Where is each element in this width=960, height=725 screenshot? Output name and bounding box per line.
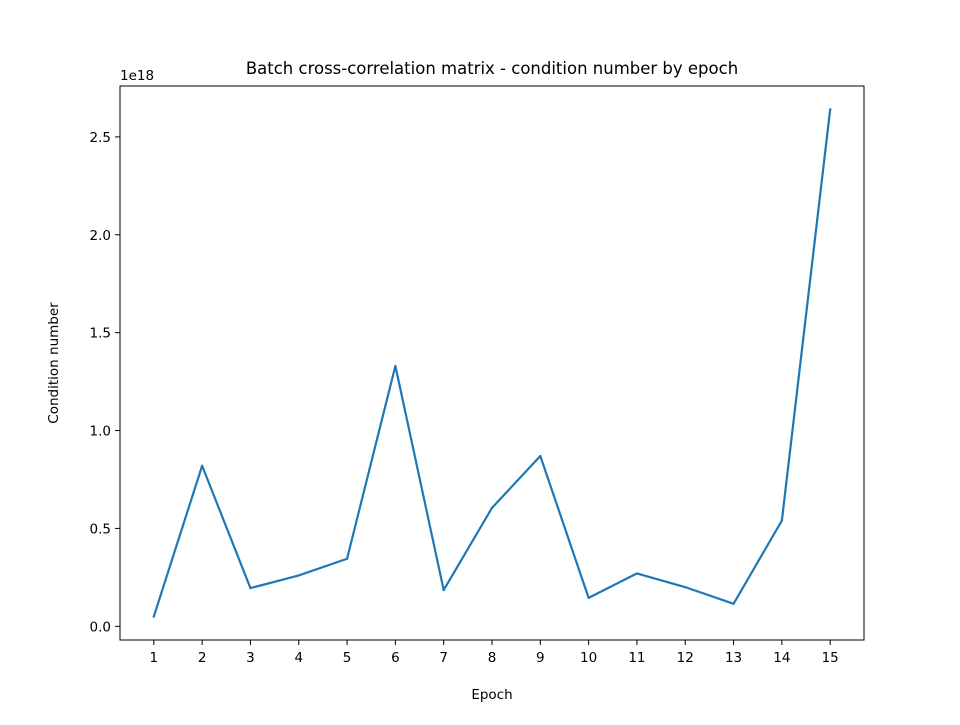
x-axis-ticks: 1 2 3 4 5 6 7 8 9 10 11 12 13 14 15: [150, 640, 839, 666]
y-tick-label: 2.0: [90, 228, 111, 244]
x-tick-label: 8: [488, 650, 497, 666]
y-tick-label: 1.0: [90, 424, 111, 440]
x-axis-label: Epoch: [471, 687, 512, 703]
x-tick-label: 7: [439, 650, 448, 666]
x-tick-label: 11: [628, 650, 645, 666]
data-point: [249, 587, 252, 590]
x-tick-label: 10: [580, 650, 597, 666]
y-tick-label: 0.0: [90, 619, 111, 635]
y-tick-label: 2.5: [90, 130, 111, 146]
data-point: [829, 108, 832, 111]
x-tick-label: 1: [150, 650, 159, 666]
x-tick-label: 15: [822, 650, 839, 666]
data-point: [780, 519, 783, 522]
data-point: [297, 574, 300, 577]
y-axis-offset-label: 1e18: [120, 68, 154, 84]
data-point: [490, 506, 494, 509]
x-tick-label: 3: [246, 650, 255, 666]
chart-title: Batch cross-correlation matrix - conditi…: [246, 59, 738, 78]
data-point: [442, 588, 445, 592]
y-axis-label: Condition number: [46, 302, 62, 424]
y-tick-label: 0.5: [90, 521, 111, 537]
y-axis-ticks: 0.0 0.5 1.0 1.5 2.0 2.5: [90, 130, 120, 635]
x-tick-label: 14: [773, 650, 790, 666]
data-point: [201, 464, 204, 467]
data-point: [587, 596, 590, 600]
y-tick-label: 1.5: [90, 326, 111, 342]
axes-frame: [119, 85, 865, 641]
x-tick-label: 2: [198, 650, 207, 666]
data-point: [345, 557, 349, 560]
x-tick-label: 5: [343, 650, 352, 666]
data-point: [152, 615, 155, 618]
plot-area: [152, 108, 832, 618]
data-point: [539, 454, 542, 458]
x-tick-label: 13: [725, 650, 742, 666]
data-point: [732, 602, 735, 605]
x-tick-label: 6: [391, 650, 400, 666]
data-point: [394, 364, 397, 368]
x-tick-label: 4: [294, 650, 303, 666]
data-point: [684, 586, 687, 589]
x-tick-label: 9: [536, 650, 545, 666]
x-tick-label: 12: [677, 650, 694, 666]
data-point: [635, 572, 639, 575]
